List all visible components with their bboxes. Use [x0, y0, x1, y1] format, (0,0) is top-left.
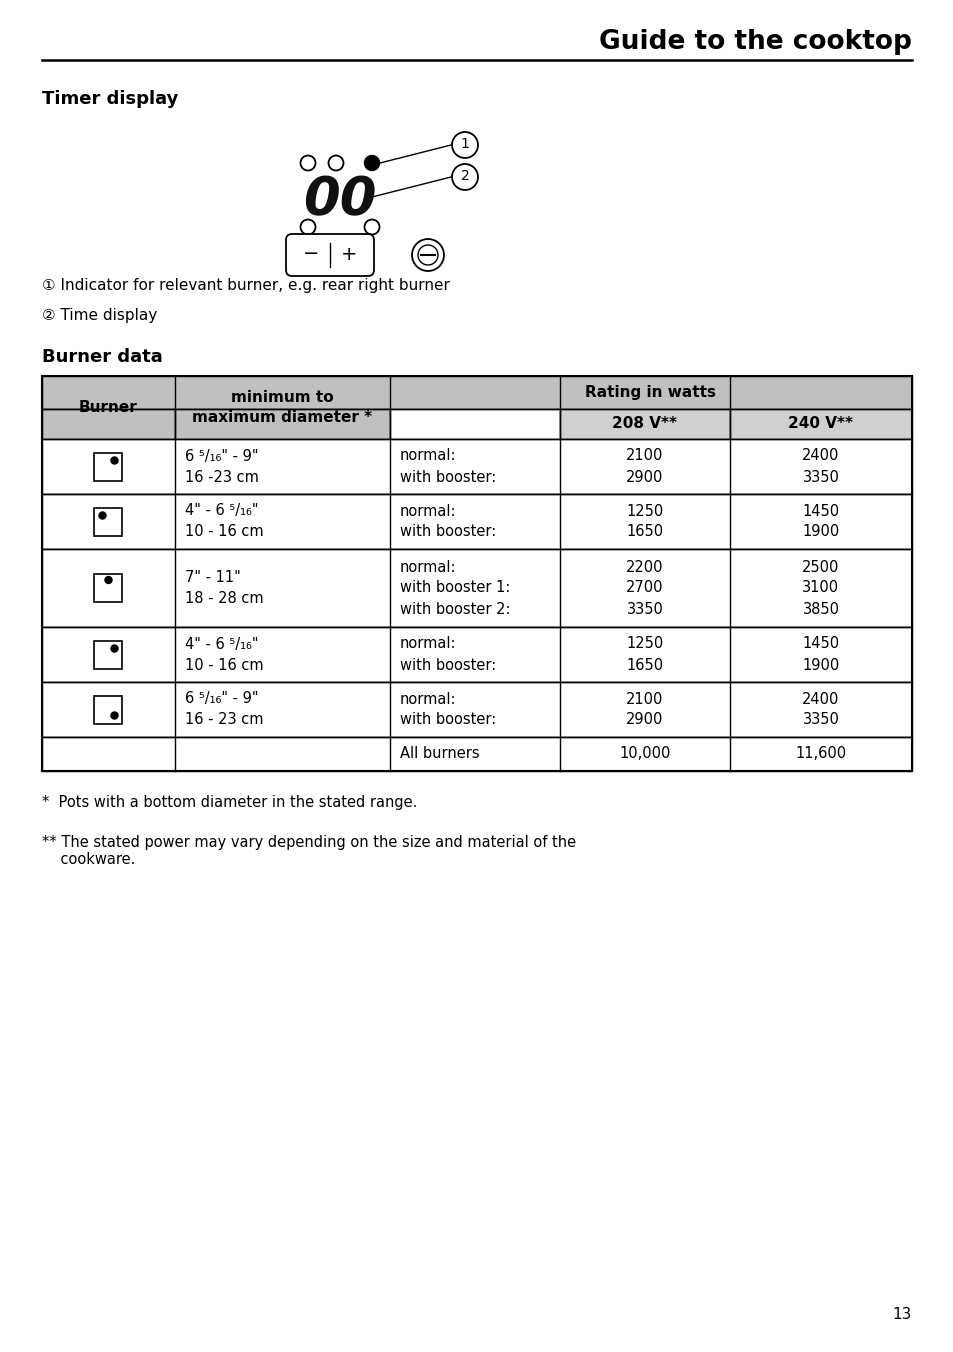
Text: 4" - 6 ⁵/₁₆"
10 - 16 cm: 4" - 6 ⁵/₁₆" 10 - 16 cm: [185, 637, 263, 672]
Bar: [42, 439, 911, 493]
Text: minimum to
maximum diameter *: minimum to maximum diameter *: [193, 391, 373, 425]
Text: 4" - 6 ⁵/₁₆"
10 - 16 cm: 4" - 6 ⁵/₁₆" 10 - 16 cm: [185, 503, 263, 539]
Bar: [42, 376, 911, 410]
Text: normal:
with booster:: normal: with booster:: [399, 449, 496, 484]
Text: Burner: Burner: [79, 400, 138, 415]
Text: Burner data: Burner data: [42, 347, 163, 366]
Bar: [729, 410, 911, 439]
Bar: [94, 453, 122, 480]
Text: All burners: All burners: [399, 746, 479, 761]
Text: +: +: [340, 245, 356, 264]
Text: 00: 00: [303, 174, 376, 226]
Text: −: −: [302, 245, 319, 264]
Bar: [94, 695, 122, 723]
Text: 1: 1: [460, 138, 469, 151]
Text: 2200
2700
3350: 2200 2700 3350: [625, 560, 663, 617]
Bar: [42, 737, 911, 771]
Circle shape: [99, 512, 106, 519]
Text: normal:
with booster:: normal: with booster:: [399, 503, 496, 539]
Text: 6 ⁵/₁₆" - 9"
16 - 23 cm: 6 ⁵/₁₆" - 9" 16 - 23 cm: [185, 691, 263, 727]
Text: normal:
with booster:: normal: with booster:: [399, 637, 496, 672]
Circle shape: [111, 713, 118, 719]
Text: 2400
3350: 2400 3350: [801, 449, 839, 484]
Text: 2: 2: [460, 169, 469, 184]
Text: 2100
2900: 2100 2900: [626, 691, 663, 727]
Bar: [42, 410, 174, 439]
Circle shape: [364, 155, 379, 170]
Text: normal:
with booster 1:
with booster 2:: normal: with booster 1: with booster 2:: [399, 560, 510, 617]
Bar: [42, 493, 911, 549]
Text: 2400
3350: 2400 3350: [801, 691, 839, 727]
Text: 1450
1900: 1450 1900: [801, 637, 839, 672]
Circle shape: [105, 576, 112, 584]
Text: 2500
3100
3850: 2500 3100 3850: [801, 560, 839, 617]
Text: Guide to the cooktop: Guide to the cooktop: [598, 28, 911, 55]
Text: 6 ⁵/₁₆" - 9"
16 -23 cm: 6 ⁵/₁₆" - 9" 16 -23 cm: [185, 449, 258, 484]
Text: *  Pots with a bottom diameter in the stated range.: * Pots with a bottom diameter in the sta…: [42, 795, 417, 810]
Bar: [94, 575, 122, 602]
Text: 1250
1650: 1250 1650: [626, 637, 663, 672]
Text: Rating in watts: Rating in watts: [585, 385, 716, 400]
Bar: [559, 410, 729, 439]
Text: ** The stated power may vary depending on the size and material of the
    cookw: ** The stated power may vary depending o…: [42, 836, 576, 868]
Text: ① Indicator for relevant burner, e.g. rear right burner: ① Indicator for relevant burner, e.g. re…: [42, 279, 450, 293]
Text: 2100
2900: 2100 2900: [626, 449, 663, 484]
Text: 11,600: 11,600: [795, 746, 845, 761]
Text: 208 V**: 208 V**: [612, 416, 677, 431]
Text: 1450
1900: 1450 1900: [801, 503, 839, 539]
Text: 1250
1650: 1250 1650: [626, 503, 663, 539]
Text: 7" - 11"
18 - 28 cm: 7" - 11" 18 - 28 cm: [185, 571, 263, 606]
Text: normal:
with booster:: normal: with booster:: [399, 691, 496, 727]
Text: Timer display: Timer display: [42, 91, 178, 108]
Text: ② Time display: ② Time display: [42, 308, 157, 323]
Bar: [42, 681, 911, 737]
Circle shape: [111, 645, 118, 652]
Text: 240 V**: 240 V**: [788, 416, 853, 431]
Bar: [42, 549, 911, 627]
Text: 13: 13: [892, 1307, 911, 1322]
FancyBboxPatch shape: [286, 234, 374, 276]
Text: 10,000: 10,000: [618, 746, 670, 761]
Bar: [42, 627, 911, 681]
Circle shape: [111, 457, 118, 464]
Bar: [94, 507, 122, 535]
Bar: [94, 641, 122, 668]
Bar: [390, 410, 559, 439]
Bar: [174, 410, 390, 439]
